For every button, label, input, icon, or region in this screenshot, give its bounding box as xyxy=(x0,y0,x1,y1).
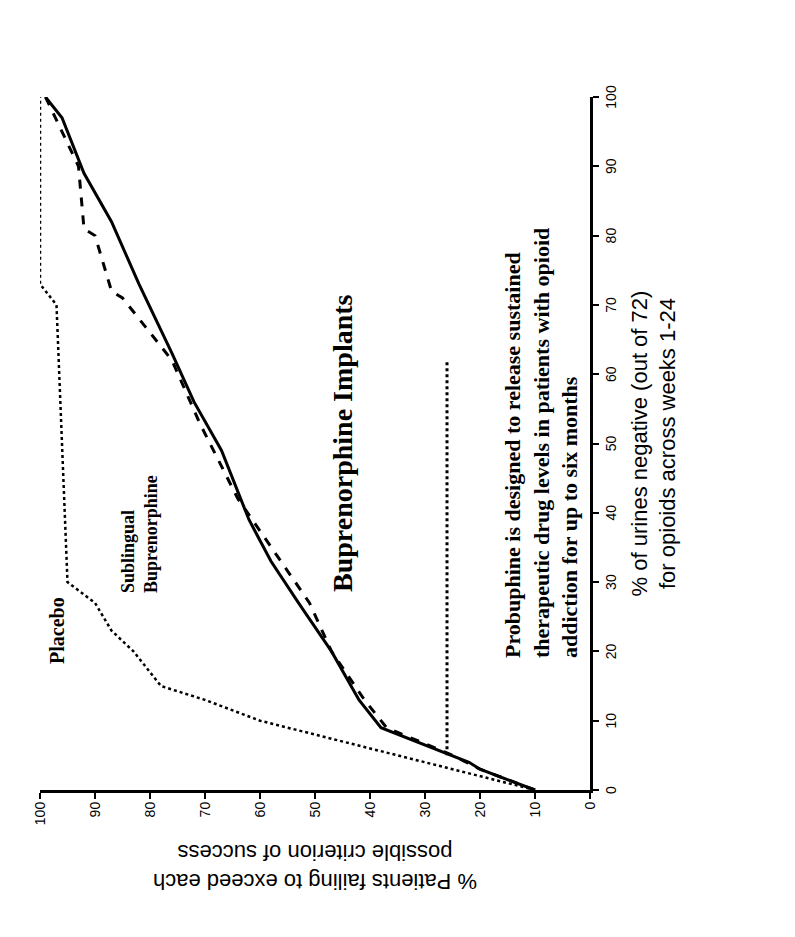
svg-text:Buprenorphine Implants: Buprenorphine Implants xyxy=(327,294,358,592)
svg-text:SublingualBuprenorphine: SublingualBuprenorphine xyxy=(118,475,161,593)
svg-text:0: 0 xyxy=(603,786,619,794)
svg-text:90: 90 xyxy=(603,158,619,174)
svg-text:70: 70 xyxy=(197,802,213,818)
svg-text:0: 0 xyxy=(582,802,598,810)
svg-text:60: 60 xyxy=(603,366,619,382)
svg-text:10: 10 xyxy=(603,713,619,729)
svg-text:Probuphine is designed to rele: Probuphine is designed to release sustai… xyxy=(500,228,582,658)
svg-text:80: 80 xyxy=(142,802,158,818)
svg-text:70: 70 xyxy=(603,297,619,313)
svg-text:80: 80 xyxy=(603,228,619,244)
svg-text:10: 10 xyxy=(527,802,543,818)
svg-text:% of urines negative (out of 7: % of urines negative (out of 72)for opio… xyxy=(627,291,681,597)
svg-text:% Patients failing to exceed e: % Patients failing to exceed eachpossibl… xyxy=(153,840,477,894)
svg-text:20: 20 xyxy=(603,643,619,659)
svg-text:30: 30 xyxy=(417,802,433,818)
svg-text:100: 100 xyxy=(32,802,48,826)
svg-text:100: 100 xyxy=(603,85,619,109)
svg-text:30: 30 xyxy=(603,574,619,590)
svg-text:60: 60 xyxy=(252,802,268,818)
svg-text:50: 50 xyxy=(307,802,323,818)
svg-text:Placebo: Placebo xyxy=(46,597,68,664)
svg-text:40: 40 xyxy=(362,802,378,818)
svg-text:90: 90 xyxy=(87,802,103,818)
svg-text:50: 50 xyxy=(603,436,619,452)
svg-text:40: 40 xyxy=(603,505,619,521)
svg-text:20: 20 xyxy=(472,802,488,818)
